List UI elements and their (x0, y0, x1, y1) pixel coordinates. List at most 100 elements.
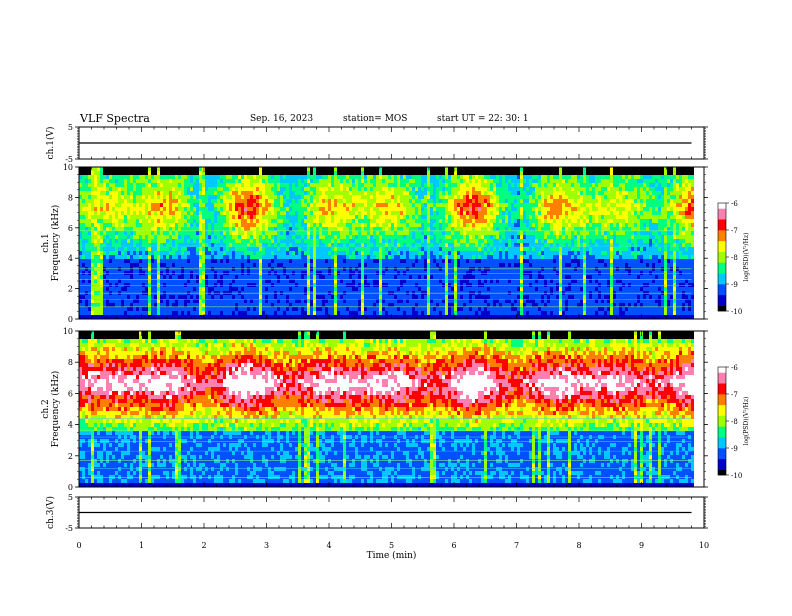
ch2-colorbar-swatch (718, 429, 726, 432)
figure-title: VLF Spectra (80, 112, 150, 125)
y-axis-label: Frequency (kHz) (50, 205, 61, 282)
y-axis-label: ch.1 (41, 233, 51, 252)
y-tick-label: 8 (68, 193, 73, 202)
ch2-colorbar-swatch (718, 405, 726, 408)
ch1-colorbar-swatch (718, 279, 726, 282)
ch1-colorbar-swatch (718, 206, 726, 209)
x-tick-label: 5 (389, 541, 394, 550)
ch1-colorbar-swatch (718, 273, 726, 276)
ch2-colorbar-swatch (718, 437, 726, 440)
ch1-colorbar-swatch (718, 222, 726, 225)
ch1-colorbar-swatch (718, 298, 726, 301)
ch2-colorbar-swatch (718, 421, 726, 424)
x-tick-label: 3 (264, 541, 269, 550)
header-start-time: start UT = 22: 30: 1 (437, 114, 529, 124)
ch1-colorbar-swatch (718, 292, 726, 295)
ch1-colorbar-swatch (718, 281, 726, 284)
ch2-colorbar-swatch (718, 445, 726, 448)
y-tick-label: 10 (63, 327, 73, 336)
ch1-colorbar-swatch (718, 244, 726, 247)
y-tick-label: 4 (68, 254, 73, 263)
colorbar-tick-label: -10 (731, 308, 742, 316)
ch2-colorbar-swatch (718, 367, 726, 370)
x-tick-label: 7 (514, 541, 519, 550)
ch1-colorbar-swatch (718, 230, 726, 233)
y-axis-label: ch.1(V) (45, 127, 56, 160)
ch1-colorbar-swatch (718, 246, 726, 249)
y-axis-label: ch.2 (41, 399, 51, 418)
ch1-colorbar-swatch (718, 287, 726, 290)
ch1-colorbar-swatch (718, 276, 726, 279)
colorbar-tick-label: -6 (731, 200, 738, 208)
x-tick-label: 2 (201, 541, 206, 550)
x-tick-label: 1 (139, 541, 144, 550)
ch1-colorbar-swatch (718, 235, 726, 238)
ch2-colorbar-swatch (718, 459, 726, 462)
ch1-colorbar-swatch (718, 265, 726, 268)
ch2-colorbar-swatch (718, 386, 726, 389)
ch2-colorbar-swatch (718, 391, 726, 394)
y-tick-label: 0 (68, 483, 73, 492)
colorbar-tick-label: -8 (731, 254, 738, 262)
ch2-colorbar-swatch (718, 440, 726, 443)
y-tick-label: 10 (63, 163, 73, 172)
ch2-colorbar-swatch (718, 383, 726, 386)
y-tick-label: 6 (68, 389, 73, 398)
ch2-colorbar-swatch (718, 416, 726, 419)
ch2-colorbar-swatch (718, 408, 726, 411)
y-tick-label: 6 (68, 224, 73, 233)
ch1-cells (79, 167, 694, 319)
x-tick-label: 9 (639, 541, 644, 550)
colorbar-tick-label: -6 (731, 364, 738, 372)
ch2-colorbar-swatch (718, 453, 726, 456)
y-tick-label: 8 (68, 358, 73, 367)
colorbar-label: log(PSD)(V²/Hz) (743, 233, 750, 282)
ch1-colorbar-swatch (718, 254, 726, 257)
ch2-cells (79, 331, 694, 487)
ch2-colorbar-swatch (718, 464, 726, 467)
ch2-colorbar-swatch (718, 435, 726, 438)
ch2-colorbar-swatch (718, 448, 726, 451)
ch1-colorbar-swatch (718, 233, 726, 236)
ch2-colorbar-swatch (718, 399, 726, 402)
colorbar-tick-label: -8 (731, 418, 738, 426)
y-tick-label: 5 (68, 493, 73, 502)
y-axis-label: ch.3(V) (45, 496, 56, 529)
ch2-colorbar-swatch (718, 456, 726, 459)
colorbar-tick-label: -7 (731, 391, 738, 399)
ch1-colorbar-swatch (718, 260, 726, 263)
ch1-colorbar-swatch (718, 211, 726, 214)
ch1-colorbar-swatch (718, 252, 726, 255)
ch1-colorbar-swatch (718, 217, 726, 220)
y-tick-label: 2 (68, 285, 73, 294)
y-tick-label: 2 (68, 452, 73, 461)
y-axis-label: Frequency (kHz) (50, 371, 61, 448)
ch1-colorbar-swatch (718, 238, 726, 241)
header-date: Sep. 16, 2023 (250, 114, 313, 124)
ch1-colorbar-swatch (718, 225, 726, 228)
ch2-colorbar-swatch (718, 394, 726, 397)
ch2-colorbar-swatch (718, 418, 726, 421)
x-axis-label: Time (min) (367, 550, 417, 561)
x-tick-label: 4 (326, 541, 331, 550)
ch2-colorbar-swatch (718, 451, 726, 454)
ch1-colorbar-swatch (718, 295, 726, 298)
ch1-colorbar-swatch (718, 249, 726, 252)
ch1-colorbar-swatch (718, 257, 726, 260)
ch1-colorbar-swatch (718, 208, 726, 211)
ch1-colorbar-swatch (718, 284, 726, 287)
x-tick-label: 6 (451, 541, 456, 550)
ch2-colorbar-swatch (718, 402, 726, 405)
ch2-colorbar-swatch (718, 462, 726, 465)
ch1-colorbar-swatch (718, 262, 726, 265)
ch2-colorbar-swatch (718, 467, 726, 470)
header-station: station= MOS (343, 114, 407, 124)
colorbar-tick-label: -9 (731, 281, 738, 289)
ch2-colorbar-swatch (718, 370, 726, 373)
ch2-colorbar-swatch (718, 389, 726, 392)
ch2-colorbar-swatch (718, 397, 726, 400)
colorbar-tick-label: -7 (731, 227, 738, 235)
ch1-colorbar-swatch (718, 306, 726, 309)
